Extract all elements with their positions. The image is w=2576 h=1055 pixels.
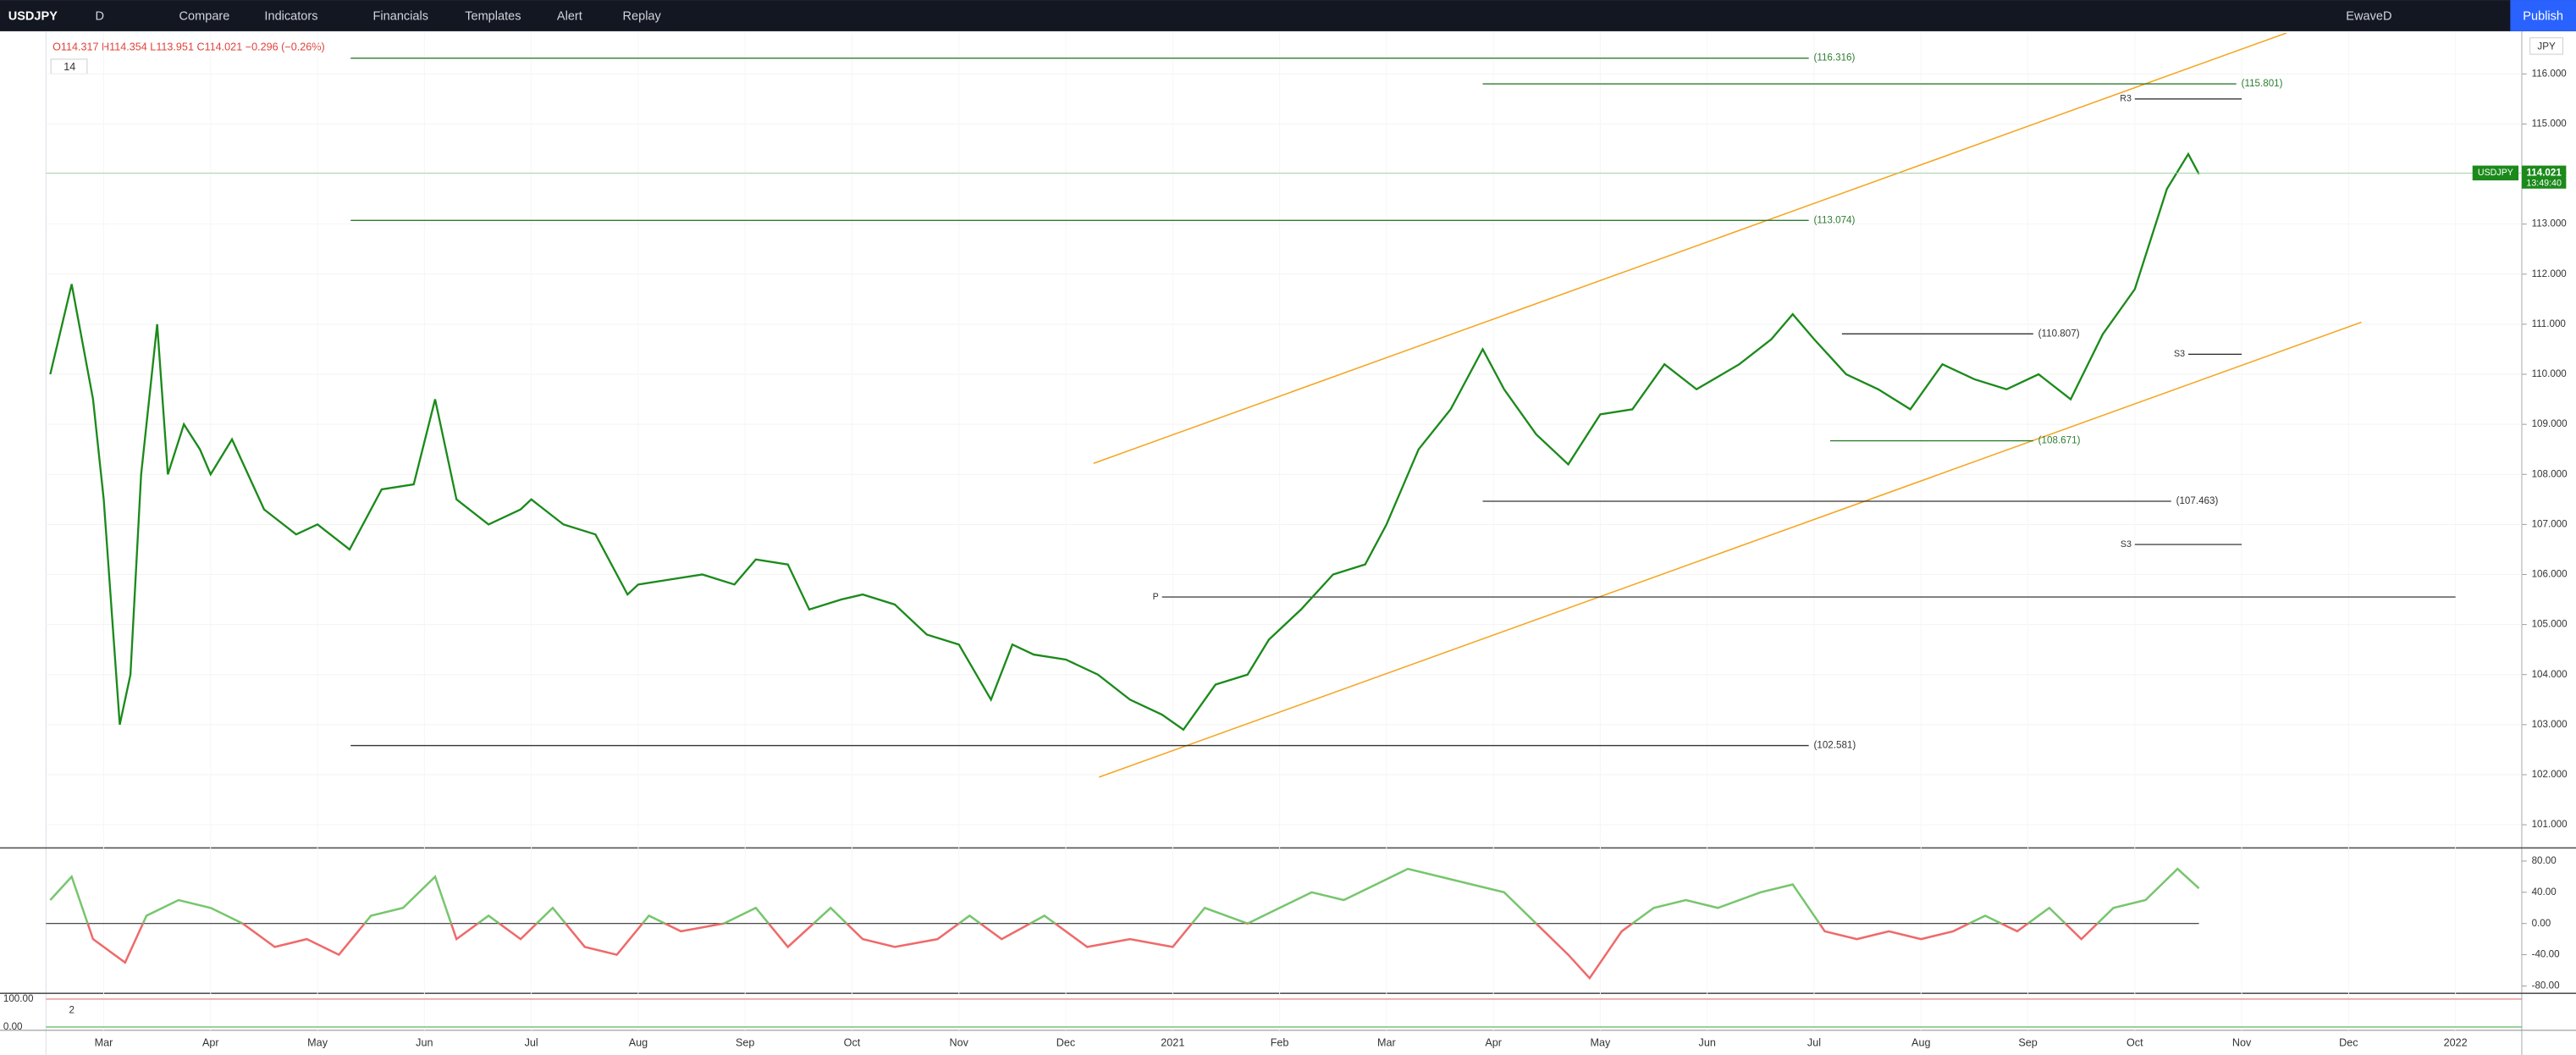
pivot-label: P bbox=[1153, 592, 1159, 602]
symbol-tag-label: USDJPY bbox=[2478, 168, 2513, 178]
publish-button[interactable] bbox=[2510, 0, 2576, 31]
y-tick-label: 112.000 bbox=[2532, 268, 2568, 279]
currency-button[interactable] bbox=[2529, 37, 2563, 55]
y-tick-label: 105.000 bbox=[2532, 619, 2568, 630]
toolbar-button[interactable]: Templates bbox=[465, 9, 521, 23]
price-tag-value: 114.021 bbox=[2526, 167, 2562, 178]
x-tick-label: May bbox=[1591, 1037, 1612, 1049]
layout-name[interactable]: EwaveD bbox=[2346, 9, 2391, 23]
trendline bbox=[1093, 32, 2287, 464]
y-tick-label: 101.000 bbox=[2532, 819, 2568, 830]
x-tick-label: Jul bbox=[525, 1037, 538, 1049]
lower-panel-label: 2 bbox=[69, 1005, 74, 1016]
symbol[interactable]: USDJPY bbox=[8, 9, 58, 23]
lower-tick-label: 0.00 bbox=[3, 1021, 23, 1032]
x-tick-label: 2021 bbox=[1161, 1037, 1184, 1049]
level-label: (115.801) bbox=[2242, 78, 2283, 89]
y-tick-label: 109.000 bbox=[2532, 418, 2568, 429]
osc-line-up bbox=[49, 867, 2200, 924]
level-label: (110.807) bbox=[2038, 328, 2080, 339]
interval[interactable]: D bbox=[96, 9, 105, 23]
osc-line-down bbox=[86, 923, 2099, 980]
price-tag-countdown: 13:49:40 bbox=[2526, 179, 2562, 189]
x-tick-label: Feb bbox=[1271, 1037, 1289, 1049]
osc-tick-label: 0.00 bbox=[2532, 918, 2551, 929]
x-tick-label: Dec bbox=[2339, 1037, 2358, 1049]
x-tick-label: Apr bbox=[202, 1037, 219, 1049]
level-label: (113.074) bbox=[1813, 214, 1855, 225]
toolbar-button[interactable]: Compare bbox=[179, 9, 230, 23]
y-tick-label: 106.000 bbox=[2532, 569, 2568, 580]
price-line bbox=[49, 152, 2200, 732]
y-tick-label: 102.000 bbox=[2532, 769, 2568, 780]
x-tick-label: Dec bbox=[1056, 1037, 1075, 1049]
level-label: (102.581) bbox=[1813, 740, 1856, 751]
level-label: (107.463) bbox=[2176, 495, 2219, 506]
x-tick-label: Nov bbox=[950, 1037, 969, 1049]
pivot-label: S3 bbox=[2174, 349, 2185, 359]
y-tick-label: 104.000 bbox=[2532, 669, 2568, 680]
x-tick-label: Aug bbox=[629, 1037, 648, 1049]
x-tick-label: Oct bbox=[844, 1037, 861, 1049]
x-tick-label: May bbox=[307, 1037, 328, 1049]
toolbar bbox=[0, 0, 2576, 31]
indicator-count[interactable]: 14 bbox=[63, 61, 75, 73]
y-tick-label: 115.000 bbox=[2532, 119, 2568, 130]
x-tick-label: Mar bbox=[95, 1037, 113, 1049]
x-tick-label: 2022 bbox=[2444, 1037, 2468, 1049]
y-tick-label: 111.000 bbox=[2532, 318, 2567, 329]
x-tick-label: Nov bbox=[2232, 1037, 2252, 1049]
x-tick-label: Jul bbox=[1807, 1037, 1821, 1049]
level-label: (108.671) bbox=[2038, 435, 2081, 446]
x-tick-label: Oct bbox=[2126, 1037, 2143, 1049]
price-tag bbox=[2521, 165, 2567, 189]
publish-label[interactable]: Publish bbox=[2523, 9, 2563, 23]
level-label: (116.316) bbox=[1813, 52, 1855, 64]
toolbar-button[interactable]: Replay bbox=[623, 9, 662, 23]
toolbar-button[interactable]: Financials bbox=[373, 9, 429, 23]
currency[interactable]: JPY bbox=[2537, 41, 2556, 52]
osc-tick-label: 40.00 bbox=[2532, 887, 2557, 898]
ohlc-legend: O114.317 H114.354 L113.951 C114.021 −0.2… bbox=[52, 41, 325, 53]
x-tick-label: Aug bbox=[1911, 1037, 1930, 1049]
y-tick-label: 116.000 bbox=[2532, 68, 2568, 79]
x-tick-label: Apr bbox=[1485, 1037, 1502, 1049]
y-tick-label: 110.000 bbox=[2532, 368, 2568, 379]
pivot-label: R3 bbox=[2120, 94, 2132, 104]
y-tick-label: 103.000 bbox=[2532, 719, 2568, 730]
x-tick-label: Mar bbox=[1377, 1037, 1396, 1049]
x-tick-label: Jun bbox=[1699, 1037, 1716, 1049]
toolbar-button[interactable]: Alert bbox=[557, 9, 582, 23]
y-tick-label: 107.000 bbox=[2532, 518, 2568, 529]
y-tick-label: 113.000 bbox=[2532, 218, 2568, 229]
x-tick-label: Jun bbox=[416, 1037, 433, 1049]
toolbar-button[interactable]: Indicators bbox=[264, 9, 317, 23]
osc-tick-label: 80.00 bbox=[2532, 855, 2557, 866]
osc-tick-label: -40.00 bbox=[2532, 949, 2560, 960]
plot-area bbox=[49, 32, 2456, 778]
trendline bbox=[1098, 321, 2362, 778]
x-tick-label: Sep bbox=[2018, 1037, 2037, 1049]
y-tick-label: 108.000 bbox=[2532, 468, 2568, 479]
symbol-tag bbox=[2472, 165, 2519, 181]
osc-tick-label: -80.00 bbox=[2532, 980, 2560, 991]
lower-tick-label: 100.00 bbox=[3, 993, 34, 1004]
pivot-label: S3 bbox=[2121, 539, 2132, 550]
x-tick-label: Sep bbox=[736, 1037, 754, 1049]
chart-layer: 101.000 102.000 103.000 104.000 105.000 106.0… bbox=[3, 32, 2568, 1049]
